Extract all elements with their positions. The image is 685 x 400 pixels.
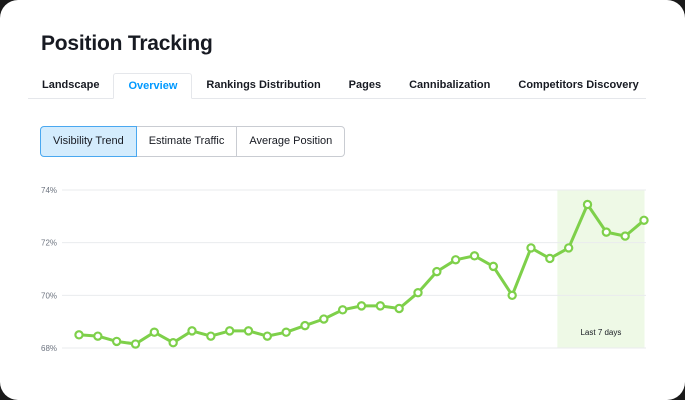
data-point	[168, 338, 178, 348]
y-tick-label: 74%	[41, 186, 57, 195]
tab-overview[interactable]: Overview	[113, 73, 193, 99]
data-point	[526, 243, 536, 253]
metric-toggle: Visibility Trend Estimate Traffic Averag…	[40, 126, 346, 157]
y-tick-label: 70%	[41, 291, 57, 300]
data-point	[187, 326, 197, 336]
average-position-button[interactable]: Average Position	[237, 126, 346, 157]
visibility-trend-button[interactable]: Visibility Trend	[40, 126, 137, 157]
page-title: Position Tracking	[41, 32, 213, 55]
tab-rankings-distribution[interactable]: Rankings Distribution	[206, 79, 321, 91]
tab-competitors-discovery[interactable]: Competitors Discovery	[518, 79, 639, 91]
data-point	[545, 253, 555, 264]
data-point	[394, 303, 404, 314]
tab-cannibalization[interactable]: Cannibalization	[409, 79, 491, 91]
data-point	[262, 331, 273, 341]
y-tick-label: 68%	[41, 344, 57, 353]
data-point	[469, 251, 480, 261]
data-point	[337, 305, 348, 315]
data-point	[206, 331, 216, 341]
data-point	[243, 326, 254, 336]
data-point	[149, 327, 160, 337]
data-point	[450, 255, 461, 265]
last-7-days-band	[557, 190, 645, 348]
data-point	[432, 266, 442, 277]
visibility-trend-chart: Last 7 days 74% 72% 70% 68%	[41, 186, 649, 353]
data-point	[563, 243, 574, 253]
tab-pages[interactable]: Pages	[348, 79, 382, 91]
data-point	[413, 287, 423, 298]
data-point	[582, 199, 593, 210]
last-7-days-label: Last 7 days	[580, 328, 621, 337]
data-point	[507, 290, 517, 301]
y-tick-label: 72%	[41, 239, 57, 248]
data-point	[224, 326, 235, 336]
data-point	[300, 320, 310, 331]
data-point	[639, 215, 649, 225]
data-point	[601, 227, 612, 237]
estimate-traffic-button[interactable]: Estimate Traffic	[136, 126, 238, 157]
data-point	[488, 261, 499, 272]
data-point	[281, 327, 291, 337]
data-point	[620, 231, 630, 241]
data-point	[111, 336, 122, 347]
data-point	[356, 301, 367, 311]
data-point	[130, 339, 141, 349]
tab-bar: Landscape Overview Rankings Distribution…	[28, 73, 646, 99]
tab-landscape[interactable]: Landscape	[42, 79, 100, 91]
data-point	[74, 330, 84, 340]
data-point	[375, 301, 386, 311]
data-point	[319, 314, 329, 324]
data-point	[93, 331, 103, 341]
